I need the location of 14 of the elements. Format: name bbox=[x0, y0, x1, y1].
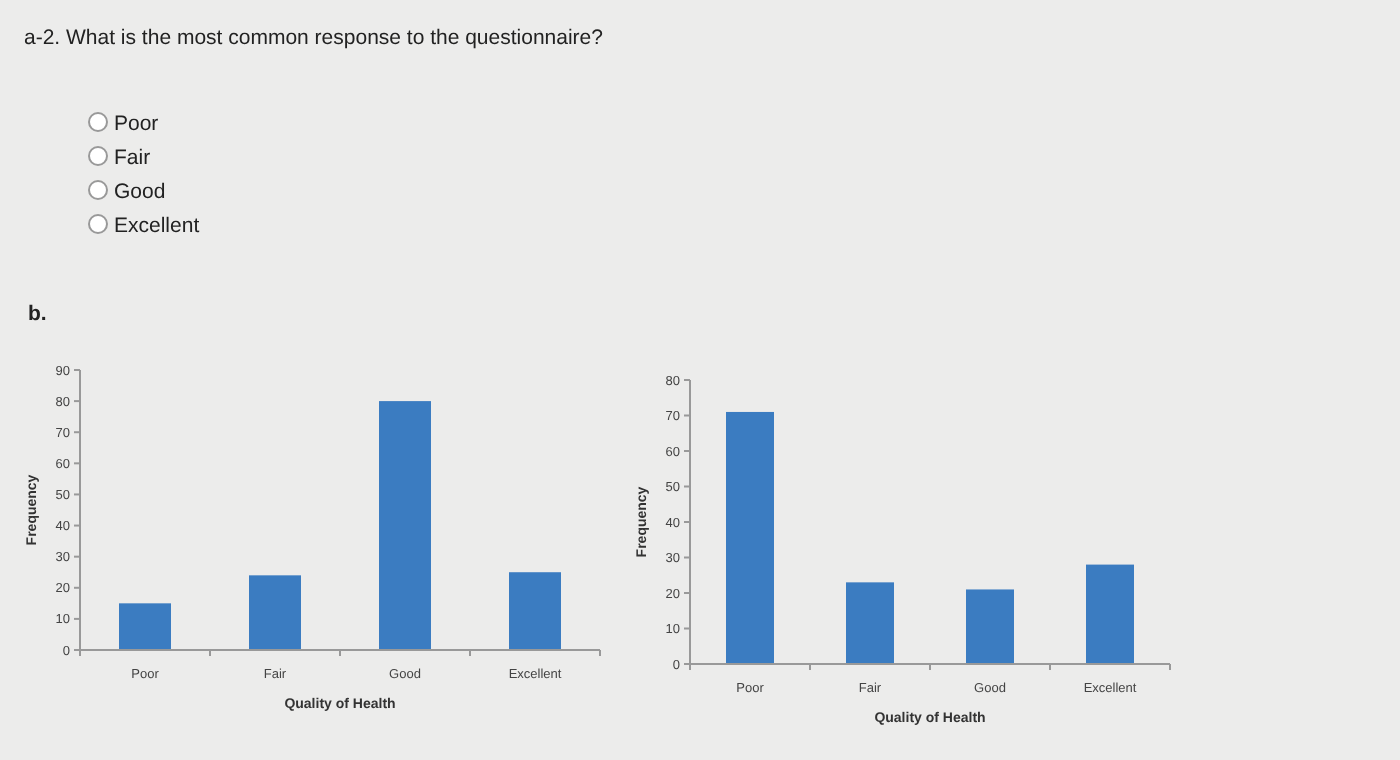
text: Fair bbox=[114, 146, 152, 170]
bar bbox=[249, 575, 301, 650]
bar bbox=[846, 582, 894, 664]
text: Poor bbox=[114, 112, 160, 136]
text: a-2. What is the most common response to the questionnaire? bbox=[24, 26, 604, 50]
bar bbox=[726, 411, 774, 664]
bar bbox=[966, 589, 1014, 664]
bar bbox=[119, 603, 171, 650]
bar bbox=[509, 572, 561, 650]
bar bbox=[379, 401, 431, 650]
text: Excellent bbox=[114, 214, 200, 238]
text: b. bbox=[28, 302, 47, 326]
bar bbox=[1086, 564, 1134, 664]
text: Good bbox=[114, 180, 166, 204]
